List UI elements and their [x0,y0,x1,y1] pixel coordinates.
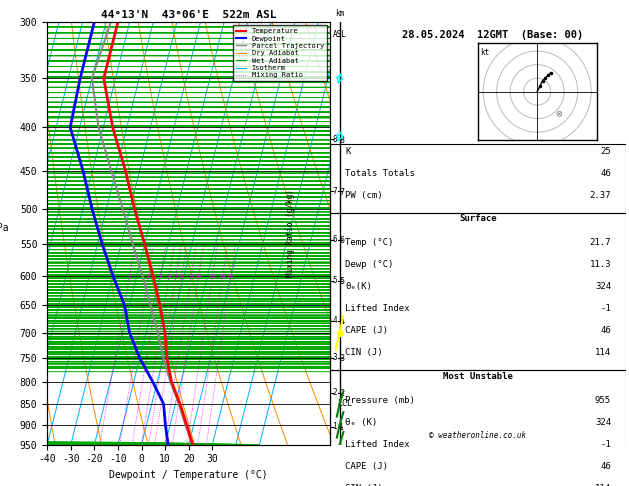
Text: Lifted Index: Lifted Index [345,440,409,449]
Text: 324: 324 [595,282,611,291]
Text: ASL: ASL [333,30,347,39]
Text: Temp (°C): Temp (°C) [345,238,393,247]
Text: 324: 324 [595,417,611,427]
Text: 8: 8 [332,135,337,144]
Text: Dewp (°C): Dewp (°C) [345,260,393,269]
Text: 955: 955 [595,396,611,405]
Text: ⊗: ⊗ [555,108,562,118]
Text: CAPE (J): CAPE (J) [345,326,388,335]
Text: km: km [335,9,344,17]
Bar [330,370,626,486]
Text: PW (cm): PW (cm) [345,191,382,200]
Bar [330,213,626,370]
Text: 7: 7 [332,187,337,196]
Text: 20: 20 [219,274,226,278]
Text: 15: 15 [209,274,216,278]
Title: 44°13'N  43°06'E  522m ASL: 44°13'N 43°06'E 522m ASL [101,10,277,20]
Text: 28.05.2024  12GMT  (Base: 00): 28.05.2024 12GMT (Base: 00) [402,30,584,40]
Text: -1: -1 [600,304,611,313]
Text: kt: kt [481,49,490,57]
Text: -1: -1 [600,440,611,449]
Text: Most Unstable: Most Unstable [443,371,513,381]
Text: CIN (J): CIN (J) [345,348,382,357]
Text: Totals Totals: Totals Totals [345,169,415,178]
Text: 5: 5 [332,277,337,285]
Text: 2.37: 2.37 [589,191,611,200]
Text: 46: 46 [600,169,611,178]
Text: 2: 2 [332,388,337,398]
Text: CAPE (J): CAPE (J) [345,462,388,470]
Text: 25: 25 [227,274,235,278]
Text: 46: 46 [600,326,611,335]
Text: K: K [345,147,350,156]
Text: 11.3: 11.3 [589,260,611,269]
Text: 114: 114 [595,484,611,486]
Text: 1: 1 [332,422,337,432]
Text: Surface: Surface [459,214,497,223]
Text: 8: 8 [189,274,193,278]
Text: Mixing Ratio (g/kg): Mixing Ratio (g/kg) [286,190,295,277]
Text: 2: 2 [147,274,150,278]
Text: 21.7: 21.7 [589,238,611,247]
Text: 4: 4 [332,316,337,326]
Text: 25: 25 [600,147,611,156]
Text: LCL: LCL [337,399,352,408]
Text: 3: 3 [159,274,162,278]
X-axis label: Dewpoint / Temperature (°C): Dewpoint / Temperature (°C) [109,470,268,480]
Y-axis label: hPa: hPa [0,223,9,233]
Text: © weatheronline.co.uk: © weatheronline.co.uk [430,432,526,440]
Text: 46: 46 [600,462,611,470]
Text: Pressure (mb): Pressure (mb) [345,396,415,405]
Text: 10: 10 [195,274,203,278]
Bar [330,144,626,213]
Text: 1: 1 [128,274,131,278]
Text: Lifted Index: Lifted Index [345,304,409,313]
Text: CIN (J): CIN (J) [345,484,382,486]
Text: 5: 5 [174,274,178,278]
Legend: Temperature, Dewpoint, Parcel Trajectory, Dry Adiabat, Wet Adiabat, Isotherm, Mi: Temperature, Dewpoint, Parcel Trajectory… [233,25,326,81]
Text: θₑ (K): θₑ (K) [345,417,377,427]
Text: 114: 114 [595,348,611,357]
Text: 4: 4 [167,274,171,278]
Text: 3: 3 [332,353,337,363]
Text: 6: 6 [332,235,337,244]
Text: 6: 6 [180,274,184,278]
Text: θₑ(K): θₑ(K) [345,282,372,291]
